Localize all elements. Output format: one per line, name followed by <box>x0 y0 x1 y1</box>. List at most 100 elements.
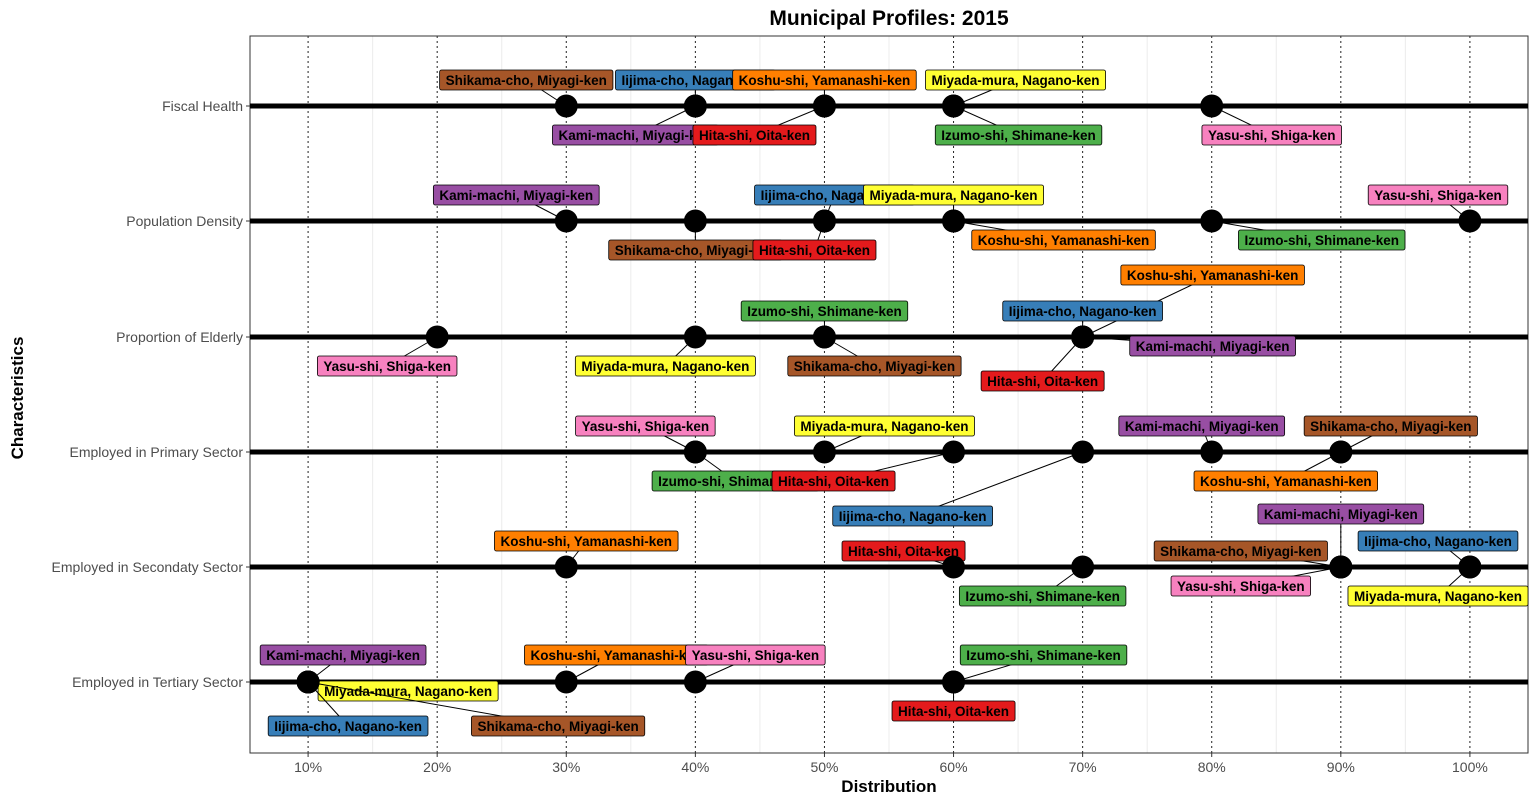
point-label: Shikama-cho, Miyagi-ken <box>787 355 962 377</box>
data-point-yasu-shi-shiga-ken <box>1200 94 1224 118</box>
label-connector <box>912 451 1083 517</box>
point-label: Koshu-shi, Yamanashi-ken <box>1120 264 1305 286</box>
point-label-box <box>1153 540 1328 562</box>
data-point-shikama-cho-miyagi-ken <box>554 94 578 118</box>
point-label: Hita-shi, Oita-ken <box>752 239 877 261</box>
point-label: Iijima-cho, Nagano-ken <box>1357 530 1519 552</box>
data-point-izumo-shi-shimane-ken <box>1071 555 1095 579</box>
x-tick-label: 70% <box>1069 759 1097 775</box>
data-point-miyada-mura-nagano-ken <box>812 440 836 464</box>
point-label: Miyada-mura, Nagano-ken <box>1347 585 1529 607</box>
point-label-box <box>1170 575 1311 597</box>
point-label: Koshu-shi, Yamanashi-ken <box>524 644 709 666</box>
data-point-yasu-shi-shiga-ken <box>425 325 449 349</box>
point-label-box <box>1367 184 1509 206</box>
point-label-text: Hita-shi, Oita-ken <box>987 374 1098 389</box>
point-label-box <box>1238 229 1406 251</box>
point-label-box <box>1193 470 1378 492</box>
point-label-text: Koshu-shi, Yamanashi-ken <box>978 233 1150 248</box>
point-label-box <box>471 715 646 737</box>
point-label-box <box>732 69 917 91</box>
point-label: Yasu-shi, Shiga-ken <box>685 644 826 666</box>
point-label: Miyada-mura, Nagano-ken <box>574 355 756 377</box>
data-point-iijima-cho-nagano-ken <box>1071 440 1095 464</box>
point-label-box <box>1357 530 1519 552</box>
point-label: Yasu-shi, Shiga-ken <box>1201 124 1342 146</box>
point-label-box <box>958 585 1127 607</box>
point-label-text: Izumo-shi, Shimane-ken <box>747 304 902 319</box>
point-label-text: Kami-machi, Miyagi-ken <box>439 188 593 203</box>
point-label-box <box>771 470 896 492</box>
point-label-box <box>317 680 499 702</box>
x-tick-label: 50% <box>810 759 838 775</box>
point-label-text: Koshu-shi, Yamanashi-ken <box>1127 268 1299 283</box>
data-point-koshu-shi-yamanashi-ken <box>942 209 966 233</box>
point-label-text: Iijima-cho, Nagano-ken <box>839 509 987 524</box>
point-label-text: Shikama-cho, Miyagi-ken <box>477 719 638 734</box>
x-axis-title: Distribution <box>841 777 936 796</box>
point-label: Yasu-shi, Shiga-ken <box>575 415 716 437</box>
panel-border <box>249 35 1529 754</box>
x-tick-label: 30% <box>552 759 580 775</box>
y-axis-title: Characteristics <box>8 337 27 460</box>
point-label-box <box>1002 300 1163 322</box>
point-label: Miyada-mura, Nagano-ken <box>794 415 975 437</box>
point-label-box <box>1129 335 1296 357</box>
x-tick-label: 20% <box>423 759 451 775</box>
point-label-text: Miyada-mura, Nagano-ken <box>1354 589 1522 604</box>
plot-area: 10% 20% 30% 40% 50% 60% 70% 80% 90% 100% Fiscal He… <box>52 35 1529 775</box>
point-label: Hita-shi, Oita-ken <box>980 370 1105 392</box>
point-label-box <box>1347 585 1529 607</box>
point-label-box <box>740 300 909 322</box>
y-tick-label: Fiscal Health <box>162 98 243 114</box>
x-tick-label: 100% <box>1452 759 1488 775</box>
point-label: Izumo-shi, Shimane-ken <box>958 585 1127 607</box>
point-label: Izumo-shi, Shimane-ken <box>959 644 1128 666</box>
point-label-text: Hita-shi, Oita-ken <box>759 243 870 258</box>
x-tick-label: 40% <box>681 759 709 775</box>
point-label-text: Miyada-mura, Nagano-ken <box>870 188 1038 203</box>
point-label-text: Hita-shi, Oita-ken <box>848 544 959 559</box>
point-label-text: Hita-shi, Oita-ken <box>898 704 1009 719</box>
point-label-text: Shikama-cho, Miyagi-ken <box>615 243 776 258</box>
data-point-yasu-shi-shiga-ken <box>683 670 707 694</box>
point-label-box <box>1257 503 1425 525</box>
point-label-text: Shikama-cho, Miyagi-ken <box>1160 544 1321 559</box>
y-tick-label: Employed in Tertiary Sector <box>72 674 243 690</box>
data-point-miyada-mura-nagano-ken <box>1458 555 1482 579</box>
point-label-text: Shikama-cho, Miyagi-ken <box>1310 419 1471 434</box>
data-point-koshu-shi-yamanashi-ken <box>554 670 578 694</box>
point-label: Izumo-shi, Shimane-ken <box>934 124 1103 146</box>
point-label-text: Kami-machi, Miyagi-ken <box>1125 419 1279 434</box>
point-label: Iijima-cho, Nagano-ken <box>1002 300 1163 322</box>
point-label: Izumo-shi, Shimane-ken <box>1238 229 1406 251</box>
data-point-hita-shi-oita-ken <box>942 670 966 694</box>
point-label: Shikama-cho, Miyagi-ken <box>439 69 614 91</box>
point-label-text: Yasu-shi, Shiga-ken <box>692 648 820 663</box>
x-tick-label: 90% <box>1327 759 1355 775</box>
point-label-box <box>752 239 877 261</box>
data-point-hita-shi-oita-ken <box>942 440 966 464</box>
point-label-box <box>1201 124 1342 146</box>
point-label-text: Yasu-shi, Shiga-ken <box>1374 188 1502 203</box>
point-label-text: Koshu-shi, Yamanashi-ken <box>1200 474 1372 489</box>
point-label-text: Yasu-shi, Shiga-ken <box>323 359 451 374</box>
point-label: Yasu-shi, Shiga-ken <box>1367 184 1509 206</box>
point-label-text: Miyada-mura, Nagano-ken <box>800 419 968 434</box>
point-label: Hita-shi, Oita-ken <box>891 700 1016 722</box>
point-label-text: Yasu-shi, Shiga-ken <box>1208 128 1336 143</box>
point-label-box <box>574 355 756 377</box>
point-label-text: Koshu-shi, Yamanashi-ken <box>530 648 702 663</box>
point-label-text: Shikama-cho, Miyagi-ken <box>446 73 607 88</box>
data-point-miyada-mura-nagano-ken <box>683 325 707 349</box>
point-label-text: Iijima-cho, Nagano-ken <box>1364 534 1512 549</box>
point-label-box <box>934 124 1103 146</box>
data-point-izumo-shi-shimane-ken <box>942 94 966 118</box>
point-label-text: Kami-machi, Miyagi-ken <box>558 128 712 143</box>
point-label-box <box>267 715 429 737</box>
x-tick-label: 10% <box>294 759 322 775</box>
data-point-kami-machi-miyagi-ken <box>554 209 578 233</box>
point-label-text: Miyada-mura, Nagano-ken <box>932 73 1100 88</box>
data-point-kami-machi-miyagi-ken <box>1200 440 1224 464</box>
